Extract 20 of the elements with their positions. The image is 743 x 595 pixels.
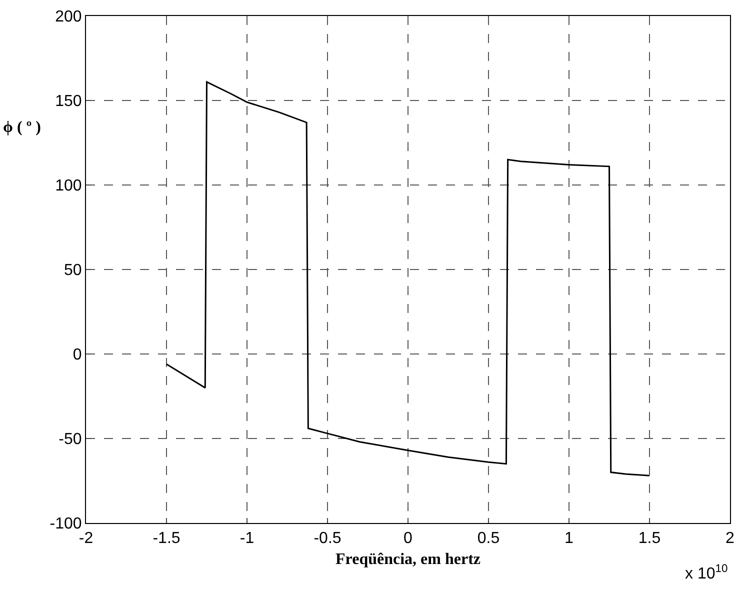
y-tick-label: 200 <box>55 8 82 26</box>
y-tick-label: -100 <box>50 516 82 533</box>
y-tick-label: -50 <box>58 431 82 448</box>
y-tick-label: 150 <box>55 93 82 110</box>
line-series <box>166 81 650 476</box>
x-tick-label: 2 <box>726 530 735 548</box>
y-axis-title: ϕ ( º ) <box>3 119 41 136</box>
x-tick-label: -1 <box>240 530 254 548</box>
x-tick-label: -1.5 <box>152 530 180 548</box>
x-tick-label: 0.5 <box>477 530 500 548</box>
x-tick-label: 1.5 <box>638 530 661 548</box>
x-tick-label: -0.5 <box>314 530 342 548</box>
y-tick-label: 50 <box>64 262 82 280</box>
x-tick-label: 0 <box>404 530 413 548</box>
y-tick-label: 100 <box>55 178 82 195</box>
x-axis-title: Freqüência, em hertz <box>336 550 480 568</box>
text: x 10$^{10}$ <box>685 563 728 583</box>
x-tick-label: -2 <box>78 530 94 548</box>
x-tick-label: 1 <box>564 530 574 548</box>
y-tick-label: 0 <box>72 346 82 364</box>
